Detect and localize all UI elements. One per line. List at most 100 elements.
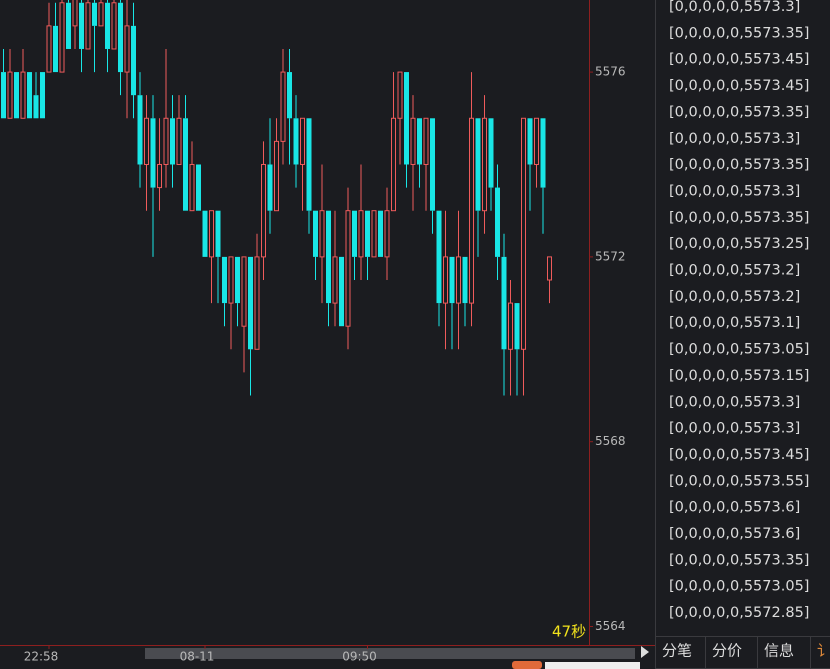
candle-body xyxy=(196,164,201,211)
candle-body xyxy=(352,210,357,257)
candle-body xyxy=(514,303,520,350)
tick-record: [0,0,0,0,0,5573.3] xyxy=(669,421,800,437)
tick-record: [0,0,0,0,0,5573.35] xyxy=(669,104,809,120)
tab-label[interactable]: 信息 xyxy=(764,642,794,660)
tick-record: [0,0,0,0,0,5573.3] xyxy=(669,0,800,15)
tab-label[interactable]: 分笔 xyxy=(662,642,692,660)
candle-body xyxy=(124,25,130,73)
tick-record: [0,0,0,0,0,5573.2] xyxy=(669,289,800,305)
tab-label[interactable]: 分价 xyxy=(712,642,742,660)
candle-body xyxy=(254,256,260,350)
candle-body xyxy=(118,2,123,73)
tick-record: [0,0,0,0,0,5573.15] xyxy=(669,368,809,384)
candle-body xyxy=(183,118,188,211)
candle-body xyxy=(482,117,487,212)
tab[interactable] xyxy=(757,636,811,669)
candle-body xyxy=(53,25,58,73)
candle-body xyxy=(332,256,338,304)
countdown: 47秒 xyxy=(552,623,586,641)
candle-body xyxy=(488,118,494,188)
candle-body xyxy=(40,72,45,119)
candle-body xyxy=(85,2,91,50)
candle-body xyxy=(163,117,169,165)
candle-body xyxy=(501,256,507,350)
candle-body xyxy=(326,210,331,304)
tick-record: [0,0,0,0,0,5573.6] xyxy=(669,500,800,516)
candle-body xyxy=(521,117,526,350)
candle-body xyxy=(92,2,97,26)
candle-body xyxy=(365,210,370,257)
candle-body xyxy=(235,256,240,304)
candle-body xyxy=(20,71,26,119)
candle-body xyxy=(157,163,162,189)
candle-body xyxy=(443,256,448,304)
y-tick-label: 5576 xyxy=(595,65,626,79)
scroll-arrow[interactable] xyxy=(641,646,649,658)
candle-body xyxy=(540,118,546,188)
candle-body xyxy=(105,2,110,49)
candle-body xyxy=(306,118,312,211)
candle-body xyxy=(59,2,65,73)
tick-record: [0,0,0,0,0,5573.45] xyxy=(669,52,809,68)
indicator xyxy=(512,661,542,669)
candle-body xyxy=(98,2,104,27)
tick-record: [0,0,0,0,0,5573.35] xyxy=(669,210,809,226)
candle-body xyxy=(27,72,32,119)
candle-body xyxy=(72,0,78,27)
candle-body xyxy=(202,210,208,257)
candle-body xyxy=(397,71,403,119)
x-tick-label: 22:58 xyxy=(24,650,59,664)
candle-body xyxy=(14,72,19,119)
candle-body xyxy=(137,95,143,165)
candle-body xyxy=(1,72,6,119)
candle-body xyxy=(358,210,364,258)
candle-body xyxy=(313,210,318,257)
tick-record: [0,0,0,0,0,5573.3] xyxy=(669,131,800,147)
x-tick-label: 09:50 xyxy=(342,650,377,664)
y-tick-label: 5572 xyxy=(595,249,626,263)
candle-body xyxy=(534,117,539,165)
scrollbar[interactable] xyxy=(145,648,635,659)
tick-record: [0,0,0,0,0,5573.05] xyxy=(669,579,809,595)
tick-record: [0,0,0,0,0,5573.55] xyxy=(669,473,809,489)
candle-body xyxy=(462,256,468,304)
tick-record: [0,0,0,0,0,5573.2] xyxy=(669,263,800,279)
tick-record: [0,0,0,0,0,5573.35] xyxy=(669,25,809,41)
tick-record: [0,0,0,0,0,5573.35] xyxy=(669,157,809,173)
candle-body xyxy=(111,2,117,50)
candle-body xyxy=(215,210,221,257)
candle-body xyxy=(345,210,351,327)
candle-body xyxy=(209,210,214,258)
candle-body xyxy=(293,118,299,165)
candle-body xyxy=(280,71,286,142)
input-box[interactable] xyxy=(545,662,640,669)
y-tick-label: 5564 xyxy=(595,619,626,633)
candle-body xyxy=(508,302,513,350)
candle-body xyxy=(547,256,552,281)
tick-record: [0,0,0,0,0,5573.05] xyxy=(669,342,809,358)
tick-record: [0,0,0,0,0,5572.85] xyxy=(669,605,809,621)
candle-body xyxy=(189,163,195,212)
candle-body xyxy=(248,256,253,350)
candle-body xyxy=(222,256,227,304)
candle-body xyxy=(131,25,136,96)
candle-body xyxy=(378,210,383,257)
tick-record: [0,0,0,0,0,5573.3] xyxy=(669,394,800,410)
tab-label[interactable]: 讠 xyxy=(817,642,830,660)
tick-record: [0,0,0,0,0,5573.3] xyxy=(669,183,800,199)
tick-record: [0,0,0,0,0,5573.6] xyxy=(669,526,800,542)
tab[interactable] xyxy=(655,636,706,669)
candle-body xyxy=(423,117,429,165)
candle-body xyxy=(46,25,52,73)
candle-body xyxy=(261,163,266,258)
candle-body xyxy=(176,117,182,165)
candle-body xyxy=(170,118,175,165)
y-tick-label: 5568 xyxy=(595,434,626,448)
candle-body xyxy=(436,210,442,304)
candle-body xyxy=(456,256,461,304)
candle-body xyxy=(384,210,390,258)
tick-record: [0,0,0,0,0,5573.25] xyxy=(669,236,809,252)
candle-body xyxy=(241,256,247,327)
candle-body xyxy=(319,210,325,258)
